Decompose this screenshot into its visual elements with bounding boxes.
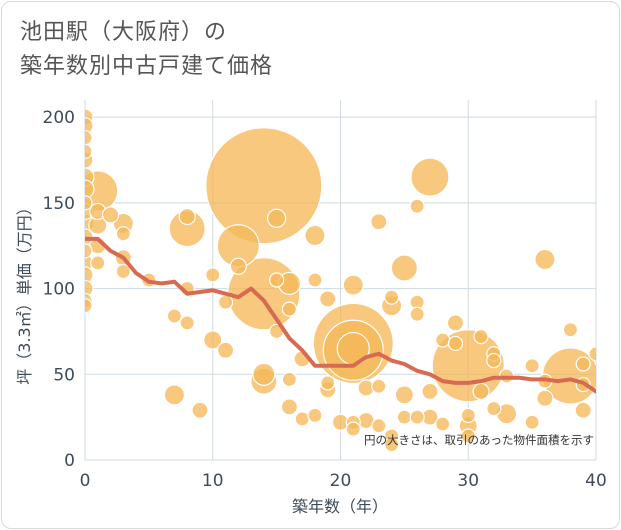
data-bubble bbox=[85, 130, 93, 146]
data-bubble bbox=[536, 389, 554, 407]
data-bubble bbox=[472, 382, 490, 401]
data-bubble bbox=[101, 206, 120, 224]
x-tick-label: 40 bbox=[585, 471, 607, 491]
data-bubble bbox=[421, 382, 439, 401]
data-bubble bbox=[320, 375, 336, 391]
data-bubble bbox=[524, 414, 540, 430]
data-bubble bbox=[390, 254, 418, 282]
data-bubble bbox=[409, 409, 425, 425]
data-bubble bbox=[446, 314, 465, 332]
x-tick-label: 10 bbox=[202, 471, 224, 491]
data-bubble bbox=[294, 411, 310, 427]
data-bubble bbox=[85, 195, 93, 211]
data-bubble bbox=[307, 272, 323, 288]
data-bubble bbox=[85, 179, 95, 199]
bubble-size-note: 円の大きさは、取引のあった物件面積を示す bbox=[364, 433, 594, 447]
average-line-layer bbox=[85, 236, 596, 394]
y-tick-label: 200 bbox=[43, 108, 75, 128]
chart-title: 池田駅（大阪府）の 築年数別中古戸建て価格 bbox=[20, 16, 273, 84]
data-bubble bbox=[435, 416, 451, 432]
data-bubble bbox=[588, 346, 596, 362]
data-bubble bbox=[217, 294, 234, 310]
bubble-layer bbox=[85, 108, 596, 453]
data-bubble bbox=[460, 407, 476, 424]
data-bubble bbox=[269, 272, 285, 288]
data-bubble bbox=[179, 315, 195, 331]
tick-labels: 0 10 20 30 40 0 50 100 150 200 bbox=[43, 108, 607, 491]
data-bubble bbox=[396, 409, 412, 425]
data-bubble bbox=[394, 385, 414, 405]
data-bubble bbox=[384, 436, 400, 453]
data-bubble bbox=[85, 143, 93, 160]
x-tick-label: 20 bbox=[330, 471, 352, 491]
y-tick-label: 150 bbox=[43, 194, 75, 214]
data-bubble bbox=[281, 301, 297, 317]
data-bubble bbox=[191, 401, 209, 419]
data-bubble bbox=[90, 255, 106, 271]
data-bubble bbox=[267, 208, 287, 228]
data-bubble bbox=[371, 418, 387, 434]
average-price-line bbox=[85, 236, 596, 394]
data-bubble bbox=[562, 322, 579, 338]
data-bubble bbox=[229, 257, 247, 275]
chart-title-line1: 池田駅（大阪府）の bbox=[20, 20, 228, 45]
x-tick-label: 0 bbox=[80, 471, 91, 491]
data-bubble bbox=[319, 290, 337, 308]
data-bubble bbox=[409, 198, 425, 214]
y-tick-label: 100 bbox=[43, 280, 75, 300]
data-bubble bbox=[473, 328, 489, 345]
data-bubble bbox=[216, 341, 235, 359]
x-axis-label: 築年数（年） bbox=[292, 497, 388, 516]
data-bubble bbox=[370, 213, 388, 231]
data-bubble bbox=[307, 407, 323, 424]
data-bubble bbox=[486, 352, 502, 369]
data-bubble bbox=[447, 335, 464, 352]
x-tick-label: 30 bbox=[457, 471, 479, 491]
data-bubble bbox=[85, 266, 94, 284]
data-bubble bbox=[115, 263, 131, 280]
data-bubble bbox=[205, 267, 221, 283]
data-bubble bbox=[410, 157, 450, 197]
data-bubble bbox=[345, 421, 361, 437]
data-bubble bbox=[460, 428, 476, 444]
data-bubble bbox=[384, 289, 400, 305]
data-bubble bbox=[281, 371, 297, 388]
data-bubble bbox=[178, 207, 196, 226]
data-bubble bbox=[524, 358, 540, 374]
chart-title-line2: 築年数別中古戸建て価格 bbox=[20, 54, 274, 79]
data-bubble bbox=[115, 226, 131, 242]
data-bubble bbox=[435, 332, 451, 348]
data-bubble bbox=[203, 330, 223, 350]
y-tick-label: 0 bbox=[64, 451, 75, 471]
y-tick-label: 50 bbox=[53, 365, 75, 385]
data-bubble bbox=[534, 248, 556, 271]
data-bubble bbox=[205, 127, 323, 245]
data-bubble bbox=[163, 384, 186, 406]
data-bubble bbox=[85, 279, 94, 298]
data-bubble bbox=[304, 224, 326, 247]
data-bubble bbox=[85, 117, 94, 135]
data-bubble bbox=[371, 378, 387, 394]
data-bubble bbox=[409, 306, 425, 322]
data-bubble bbox=[280, 398, 298, 416]
data-bubble bbox=[575, 356, 591, 372]
data-bubble bbox=[252, 362, 276, 386]
data-bubble bbox=[486, 400, 502, 417]
data-bubble bbox=[85, 298, 93, 314]
data-bubble bbox=[342, 274, 364, 296]
data-bubble bbox=[166, 308, 183, 324]
data-bubble bbox=[85, 243, 93, 259]
y-axis-label: 坪（3.3㎡）単価（万円） bbox=[15, 199, 34, 384]
data-bubble bbox=[574, 401, 592, 419]
